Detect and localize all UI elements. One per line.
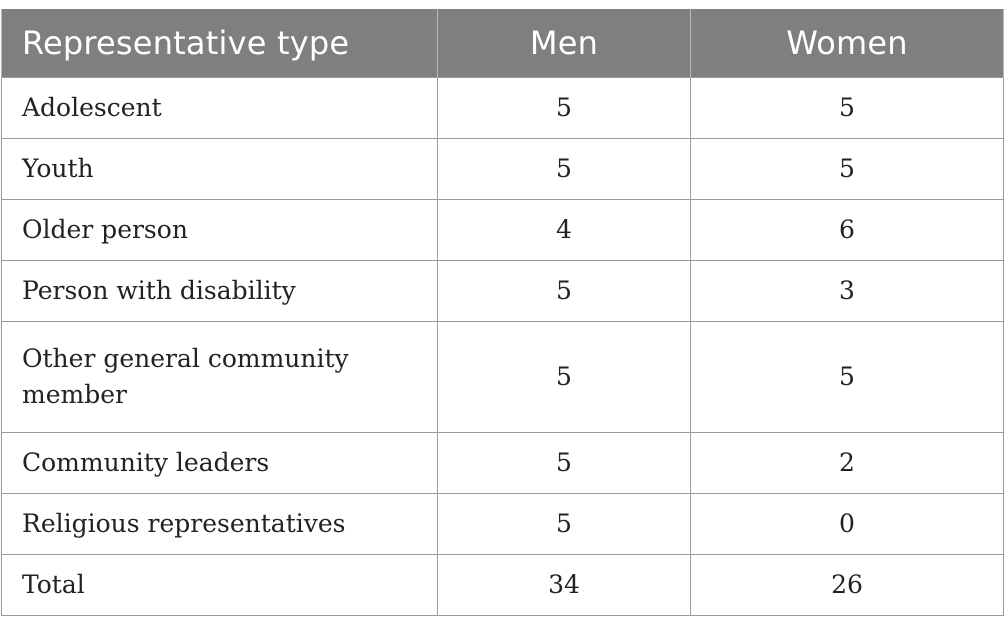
- header-men: Men: [437, 9, 691, 78]
- header-representative-type: Representative type: [1, 9, 438, 78]
- cell-men: 5: [437, 493, 691, 555]
- cell-men: 5: [437, 260, 691, 322]
- table-row: Community leaders 5 2: [1, 432, 1004, 494]
- table-row: Person with disability 5 3: [1, 260, 1004, 322]
- table-row: Other general community member 5 5: [1, 321, 1004, 433]
- cell-type: Religious representatives: [1, 493, 438, 555]
- cell-women: 6: [690, 199, 1004, 261]
- cell-men: 5: [437, 432, 691, 494]
- cell-men: 5: [437, 77, 691, 139]
- cell-women: 2: [690, 432, 1004, 494]
- cell-women: 0: [690, 493, 1004, 555]
- cell-men: 5: [437, 321, 691, 433]
- cell-type: Community leaders: [1, 432, 438, 494]
- cell-women: 5: [690, 321, 1004, 433]
- cell-men: 5: [437, 138, 691, 200]
- table-row: Youth 5 5: [1, 138, 1004, 200]
- cell-type: Person with disability: [1, 260, 438, 322]
- cell-men: 34: [437, 554, 691, 616]
- header-women: Women: [690, 9, 1004, 78]
- cell-women: 3: [690, 260, 1004, 322]
- cell-type: Total: [1, 554, 438, 616]
- cell-type: Other general community member: [1, 321, 438, 433]
- table-row-total: Total 34 26: [1, 554, 1004, 616]
- cell-type: Older person: [1, 199, 438, 261]
- table-row: Religious representatives 5 0: [1, 493, 1004, 555]
- cell-type: Adolescent: [1, 77, 438, 139]
- table-row: Older person 4 6: [1, 199, 1004, 261]
- cell-women: 5: [690, 77, 1004, 139]
- cell-women: 5: [690, 138, 1004, 200]
- cell-women: 26: [690, 554, 1004, 616]
- table-header-row: Representative type Men Women: [1, 9, 1004, 78]
- cell-men: 4: [437, 199, 691, 261]
- representatives-table: Representative type Men Women Adolescent…: [1, 9, 1004, 616]
- cell-type: Youth: [1, 138, 438, 200]
- table-row: Adolescent 5 5: [1, 77, 1004, 139]
